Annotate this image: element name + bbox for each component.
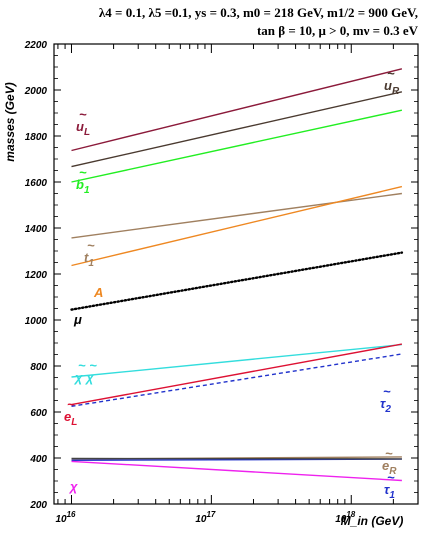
chart-header-line1: λ4 = 0.1, λ5 =0.1, ys = 0.3, m0 = 218 Ge…	[99, 5, 418, 20]
x-tick-exponent: 17	[206, 510, 215, 519]
series-label-main: χ χ	[73, 370, 94, 385]
series-label-main: u	[76, 119, 84, 134]
series-label-tilde: ~	[385, 446, 393, 461]
x-tick-base: 10	[55, 514, 67, 525]
series-label-sub: R	[392, 86, 400, 97]
series-label-8: τ2	[380, 396, 391, 415]
x-tick-base: 10	[335, 514, 347, 525]
x-tick-exponent: 18	[346, 510, 355, 519]
series-line-11	[71, 460, 402, 482]
series-label-tilde: ~ ~	[78, 358, 97, 373]
x-tick-exponent: 16	[67, 510, 76, 519]
series-label-tilde: ~	[387, 470, 395, 485]
y-tick-label: 400	[29, 454, 47, 465]
x-tick-label: 1018	[335, 510, 356, 525]
chart-header-line2: tan β = 10, μ > 0, mν = 0.3 eV	[257, 23, 419, 38]
series-label-1: uR	[384, 78, 400, 97]
series-label-9: eR	[382, 458, 397, 477]
series-line-5	[70, 251, 404, 311]
series-label-4: A	[93, 285, 103, 300]
series-label-3: t1	[84, 250, 94, 269]
y-tick-label: 1200	[25, 270, 48, 281]
series-label-sub: R	[389, 466, 397, 477]
series-line-8	[71, 353, 403, 407]
y-tick-label: 2000	[24, 86, 48, 97]
y-tick-label: 200	[29, 500, 47, 511]
series-label-main: μ	[73, 312, 82, 327]
x-axis: 1016 1017 1018	[55, 44, 419, 525]
series-label-main: τ	[380, 396, 386, 411]
series-label-10: τ1	[384, 482, 395, 501]
series-label-tilde: ~	[87, 238, 95, 253]
series-label-main: u	[384, 78, 392, 93]
series-label-main: τ	[384, 482, 390, 497]
x-tick-base: 10	[195, 514, 207, 525]
series-label-sub: 2	[384, 404, 391, 415]
y-axis-label: masses (GeV)	[3, 82, 17, 161]
series-label-tilde: ~	[387, 66, 395, 81]
series-label-tilde: ~	[79, 165, 87, 180]
y-tick-label: 800	[30, 362, 47, 373]
series-label-tilde: ~	[79, 107, 87, 122]
series-group	[70, 68, 404, 482]
series-label-7: eL	[64, 409, 77, 428]
x-tick-label: 1017	[195, 510, 216, 525]
x-tick-label: 1016	[55, 510, 76, 525]
x-axis-label: M_in (GeV)	[341, 514, 404, 528]
series-label-main: t	[84, 250, 89, 265]
plot-frame	[53, 43, 419, 505]
series-label-2: b1	[76, 177, 90, 196]
y-tick-label: 1600	[25, 178, 48, 189]
series-line-3	[71, 192, 402, 239]
series-line-7	[71, 343, 403, 406]
series-line-6	[71, 343, 402, 378]
series-label-main: b	[76, 177, 84, 192]
series-label-0: uL	[76, 119, 90, 138]
series-label-main: A	[93, 285, 103, 300]
series-label-sub: 1	[88, 258, 94, 269]
series-line-0	[71, 68, 403, 152]
series-label-main: e	[382, 458, 389, 473]
series-line-1	[71, 91, 403, 168]
y-tick-label: 1000	[25, 316, 48, 327]
series-label-5: μ	[73, 312, 82, 327]
series-label-main: e	[64, 409, 71, 424]
series-label-sub: L	[84, 127, 90, 138]
series-line-4	[71, 185, 403, 267]
y-tick-label: 1800	[25, 132, 48, 143]
series-line-2	[71, 109, 403, 183]
series-label-6: χ χ	[73, 370, 94, 385]
series-label-tilde: ~	[67, 397, 75, 412]
series-label-main: χ	[68, 479, 78, 494]
y-axis: 200 400 600 800 1000 1200 1400 1600 1800 2000 2200	[24, 40, 418, 511]
series-label-11: χ	[68, 479, 78, 494]
y-tick-label: 2200	[24, 40, 48, 51]
series-label-tilde: ~	[383, 384, 391, 399]
series-label-sub: 1	[389, 490, 395, 501]
y-tick-label: 600	[30, 408, 47, 419]
series-label-sub: L	[71, 417, 77, 428]
series-label-sub: 1	[84, 185, 90, 196]
y-tick-label: 1400	[25, 224, 48, 235]
